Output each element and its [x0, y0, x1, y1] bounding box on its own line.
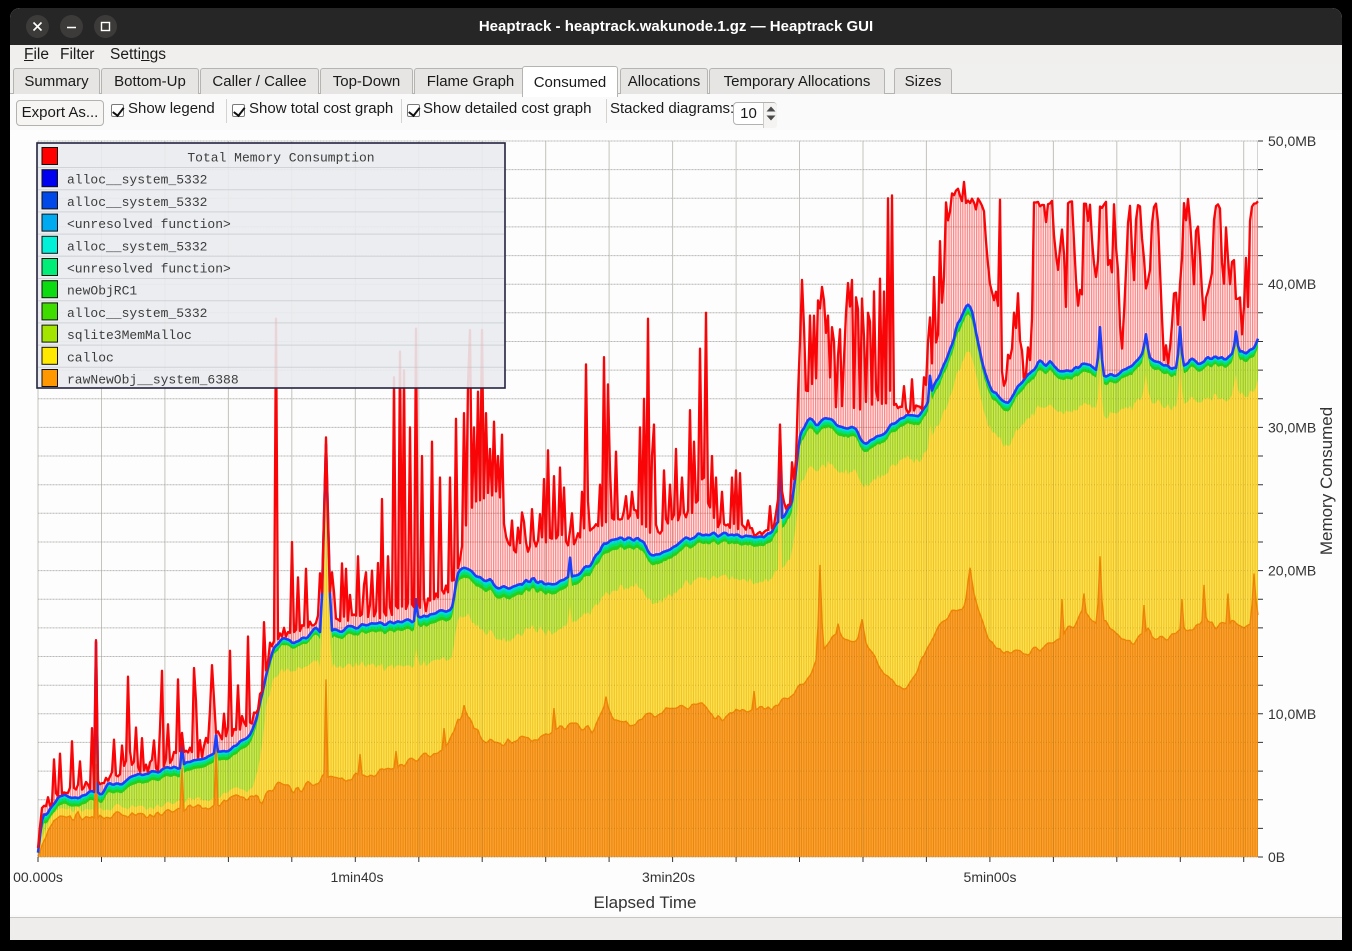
svg-text:Memory Consumed: Memory Consumed: [1317, 407, 1336, 555]
svg-text:Total Memory Consumption: Total Memory Consumption: [187, 151, 374, 166]
svg-text:<unresolved function>: <unresolved function>: [67, 262, 231, 277]
svg-text:alloc__system_5332: alloc__system_5332: [67, 173, 207, 188]
svg-text:alloc__system_5332: alloc__system_5332: [67, 306, 207, 321]
svg-text:rawNewObj__system_6388: rawNewObj__system_6388: [67, 373, 239, 388]
svg-text:<unresolved function>: <unresolved function>: [67, 217, 231, 232]
svg-text:newObjRC1: newObjRC1: [67, 284, 137, 299]
svg-text:30,0MB: 30,0MB: [1268, 419, 1316, 435]
svg-text:50,0MB: 50,0MB: [1268, 133, 1316, 149]
svg-text:0B: 0B: [1268, 849, 1285, 865]
svg-text:alloc__system_5332: alloc__system_5332: [67, 195, 207, 210]
svg-text:sqlite3MemMalloc: sqlite3MemMalloc: [67, 328, 192, 343]
svg-text:10,0MB: 10,0MB: [1268, 706, 1316, 722]
svg-text:1min40s: 1min40s: [331, 869, 384, 885]
svg-text:20,0MB: 20,0MB: [1268, 563, 1316, 579]
svg-text:calloc: calloc: [67, 350, 114, 365]
svg-text:5min00s: 5min00s: [964, 869, 1017, 885]
svg-text:3min20s: 3min20s: [642, 869, 695, 885]
svg-text:Elapsed Time: Elapsed Time: [594, 893, 697, 912]
svg-text:alloc__system_5332: alloc__system_5332: [67, 239, 207, 254]
svg-text:00.000s: 00.000s: [13, 869, 63, 885]
svg-text:40,0MB: 40,0MB: [1268, 276, 1316, 292]
